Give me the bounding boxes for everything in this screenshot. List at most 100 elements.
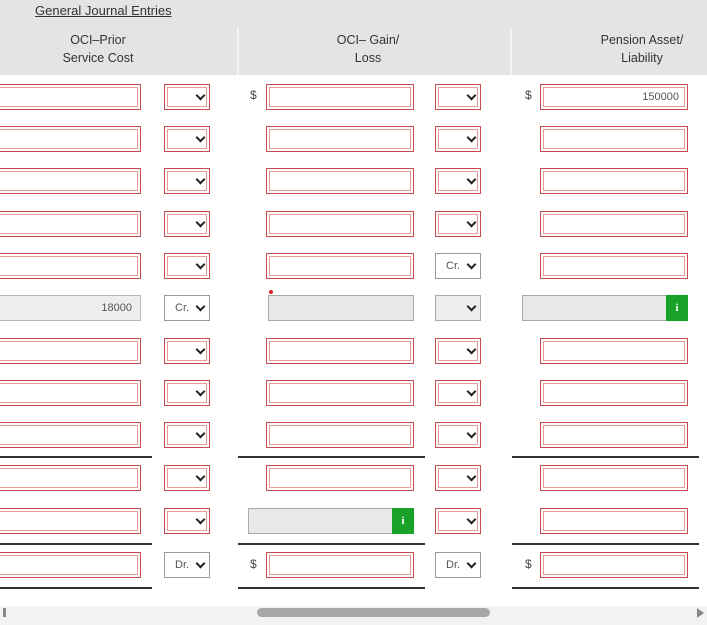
oci-prior-amount-field[interactable] <box>0 253 141 279</box>
pension-amount-field[interactable] <box>540 253 688 279</box>
oci-prior-amount-field[interactable]: 18000 <box>0 295 141 321</box>
dollar-sign: $ <box>525 557 532 571</box>
oci-gain-total-drcr-select[interactable]: Dr. <box>435 552 481 578</box>
tab-general-journal-entries[interactable]: General Journal Entries <box>35 3 172 18</box>
chevron-down-icon <box>466 259 477 270</box>
dollar-sign: $ <box>525 88 532 102</box>
oci-gain-amount-field[interactable] <box>266 253 414 279</box>
oci-gain-drcr-select[interactable] <box>435 422 481 448</box>
oci-prior-amount-field[interactable] <box>0 380 141 406</box>
dollar-sign: $ <box>250 557 257 571</box>
chevron-down-icon <box>195 217 206 228</box>
chevron-down-icon <box>466 558 477 569</box>
chevron-down-icon <box>466 514 477 525</box>
pension-amount-field[interactable] <box>540 422 688 448</box>
pension-amount-field[interactable] <box>540 211 688 237</box>
oci-prior-amount-field[interactable] <box>0 508 141 534</box>
oci-gain-drcr-select[interactable] <box>435 211 481 237</box>
oci-prior-amount-field[interactable] <box>0 126 141 152</box>
chevron-down-icon <box>466 386 477 397</box>
oci-prior-amount-field[interactable] <box>0 465 141 491</box>
oci-gain-amount-field[interactable] <box>266 422 414 448</box>
total-rule <box>238 543 425 545</box>
oci-gain-drcr-select[interactable]: Cr. <box>435 253 481 279</box>
pension-amount-field[interactable] <box>540 465 688 491</box>
pension-amount-field[interactable]: 150000 <box>540 84 688 110</box>
oci-gain-drcr-select[interactable] <box>435 380 481 406</box>
oci-gain-amount-field[interactable] <box>266 338 414 364</box>
oci-gain-drcr-select[interactable] <box>435 465 481 491</box>
oci-prior-drcr-select[interactable] <box>164 168 210 194</box>
oci-prior-drcr-select[interactable] <box>164 126 210 152</box>
chevron-down-icon <box>466 217 477 228</box>
oci-prior-drcr-select[interactable]: Cr. <box>164 295 210 321</box>
total-double-rule <box>0 587 152 589</box>
scroll-right-icon[interactable] <box>697 608 704 618</box>
column-divider <box>237 28 239 75</box>
info-icon[interactable]: i <box>666 295 688 321</box>
total-rule <box>238 456 425 458</box>
chevron-down-icon <box>466 90 477 101</box>
error-indicator <box>269 290 273 294</box>
oci-gain-amount-field[interactable] <box>266 465 414 491</box>
total-rule <box>0 543 152 545</box>
oci-prior-amount-field[interactable] <box>0 338 141 364</box>
oci-prior-amount-field[interactable] <box>0 211 141 237</box>
oci-prior-total-drcr-select[interactable]: Dr. <box>164 552 210 578</box>
oci-gain-drcr-select[interactable] <box>435 508 481 534</box>
chevron-down-icon <box>466 132 477 143</box>
chevron-down-icon <box>195 471 206 482</box>
oci-gain-drcr-select[interactable] <box>435 126 481 152</box>
total-double-rule <box>238 587 425 589</box>
chevron-down-icon <box>195 558 206 569</box>
oci-gain-drcr-select[interactable] <box>435 168 481 194</box>
oci-gain-amount-field <box>268 295 414 321</box>
pension-amount-field[interactable] <box>540 168 688 194</box>
oci-gain-total-field[interactable] <box>266 552 414 578</box>
oci-prior-amount-field[interactable] <box>0 168 141 194</box>
column-header-oci-prior: OCI–Prior Service Cost <box>62 33 134 65</box>
chevron-down-icon <box>195 132 206 143</box>
pension-amount-field[interactable] <box>540 338 688 364</box>
chevron-down-icon <box>466 301 477 312</box>
chevron-down-icon <box>195 174 206 185</box>
oci-prior-drcr-select[interactable] <box>164 422 210 448</box>
oci-prior-drcr-select[interactable] <box>164 253 210 279</box>
oci-gain-amount-field[interactable] <box>266 84 414 110</box>
oci-gain-amount-field[interactable] <box>266 380 414 406</box>
oci-gain-amount-field[interactable] <box>266 211 414 237</box>
chevron-down-icon <box>195 344 206 355</box>
oci-gain-computed-field: i <box>248 508 414 534</box>
pension-amount-field[interactable] <box>540 126 688 152</box>
oci-prior-drcr-select[interactable] <box>164 211 210 237</box>
oci-gain-drcr-select[interactable] <box>435 338 481 364</box>
chevron-down-icon <box>466 344 477 355</box>
scroll-left-icon[interactable] <box>3 608 6 617</box>
oci-prior-amount-field[interactable] <box>0 422 141 448</box>
scrollbar-thumb[interactable] <box>257 608 490 617</box>
chevron-down-icon <box>466 174 477 185</box>
info-icon[interactable]: i <box>392 508 414 534</box>
oci-gain-amount-field[interactable] <box>266 126 414 152</box>
chevron-down-icon <box>195 259 206 270</box>
oci-prior-drcr-select[interactable] <box>164 84 210 110</box>
oci-prior-drcr-select[interactable] <box>164 338 210 364</box>
oci-prior-total-field[interactable] <box>0 552 141 578</box>
column-divider <box>510 28 512 75</box>
oci-gain-drcr-select[interactable] <box>435 84 481 110</box>
chevron-down-icon <box>466 471 477 482</box>
column-header-pension-asset-liability: Pension Asset/Liability <box>600 33 684 65</box>
oci-prior-drcr-select[interactable] <box>164 465 210 491</box>
pension-amount-field[interactable] <box>540 508 688 534</box>
pension-total-field[interactable] <box>540 552 688 578</box>
oci-prior-drcr-select[interactable] <box>164 380 210 406</box>
table-header <box>0 0 707 75</box>
total-double-rule <box>512 587 699 589</box>
oci-prior-amount-field[interactable] <box>0 84 141 110</box>
oci-prior-drcr-select[interactable] <box>164 508 210 534</box>
oci-gain-amount-field[interactable] <box>266 168 414 194</box>
pension-amount-field[interactable] <box>540 380 688 406</box>
chevron-down-icon <box>195 301 206 312</box>
chevron-down-icon <box>195 386 206 397</box>
dollar-sign: $ <box>250 88 257 102</box>
